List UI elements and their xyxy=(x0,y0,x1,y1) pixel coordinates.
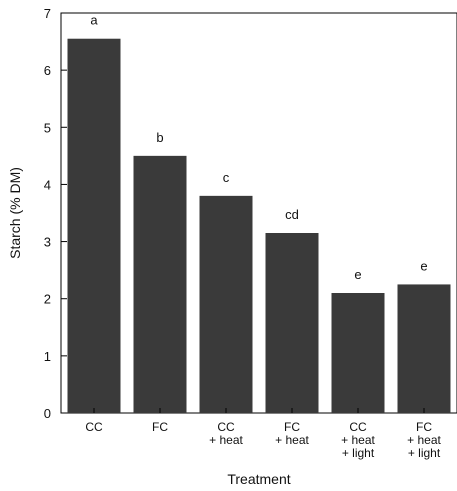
x-tick-label: CC xyxy=(217,420,235,434)
x-tick-label: + heat xyxy=(209,433,243,447)
significance-letter: e xyxy=(354,267,361,282)
bar xyxy=(331,293,385,413)
y-tick-label: 3 xyxy=(44,235,51,250)
x-tick-label: + light xyxy=(342,446,375,460)
y-tick-label: 2 xyxy=(44,292,51,307)
x-tick-label: FC xyxy=(416,420,432,434)
x-tick-label: CC xyxy=(349,420,367,434)
bar xyxy=(397,284,451,413)
x-tick-label: + heat xyxy=(341,433,375,447)
y-tick-label: 4 xyxy=(44,177,51,192)
x-tick-label: FC xyxy=(284,420,300,434)
plot-frame xyxy=(60,12,457,414)
bar xyxy=(199,195,253,413)
bar xyxy=(133,155,187,413)
significance-letters: a b c cd e e xyxy=(90,13,427,282)
bar xyxy=(265,233,319,413)
y-tick-label: 5 xyxy=(44,120,51,135)
y-axis-title: Starch (% DM) xyxy=(7,167,23,259)
significance-letter: cd xyxy=(285,207,299,222)
significance-letter: c xyxy=(223,170,230,185)
y-tick-label: 0 xyxy=(44,406,51,421)
significance-letter: b xyxy=(156,130,163,145)
x-tick-label: + light xyxy=(408,446,441,460)
x-tick-label: + heat xyxy=(275,433,309,447)
x-axis-title: Treatment xyxy=(227,471,290,486)
bar xyxy=(67,38,121,413)
x-tick-label: FC xyxy=(152,420,168,434)
y-tick-label: 7 xyxy=(44,6,51,21)
significance-letter: a xyxy=(90,13,98,28)
significance-letter: e xyxy=(420,258,427,273)
x-tick-label: + heat xyxy=(407,433,441,447)
y-axis-ticks: 0 1 2 3 4 5 6 7 xyxy=(44,6,67,421)
x-tick-label: CC xyxy=(85,420,103,434)
bars-group xyxy=(67,38,451,413)
y-tick-label: 6 xyxy=(44,63,51,78)
y-tick-label: 1 xyxy=(44,349,51,364)
